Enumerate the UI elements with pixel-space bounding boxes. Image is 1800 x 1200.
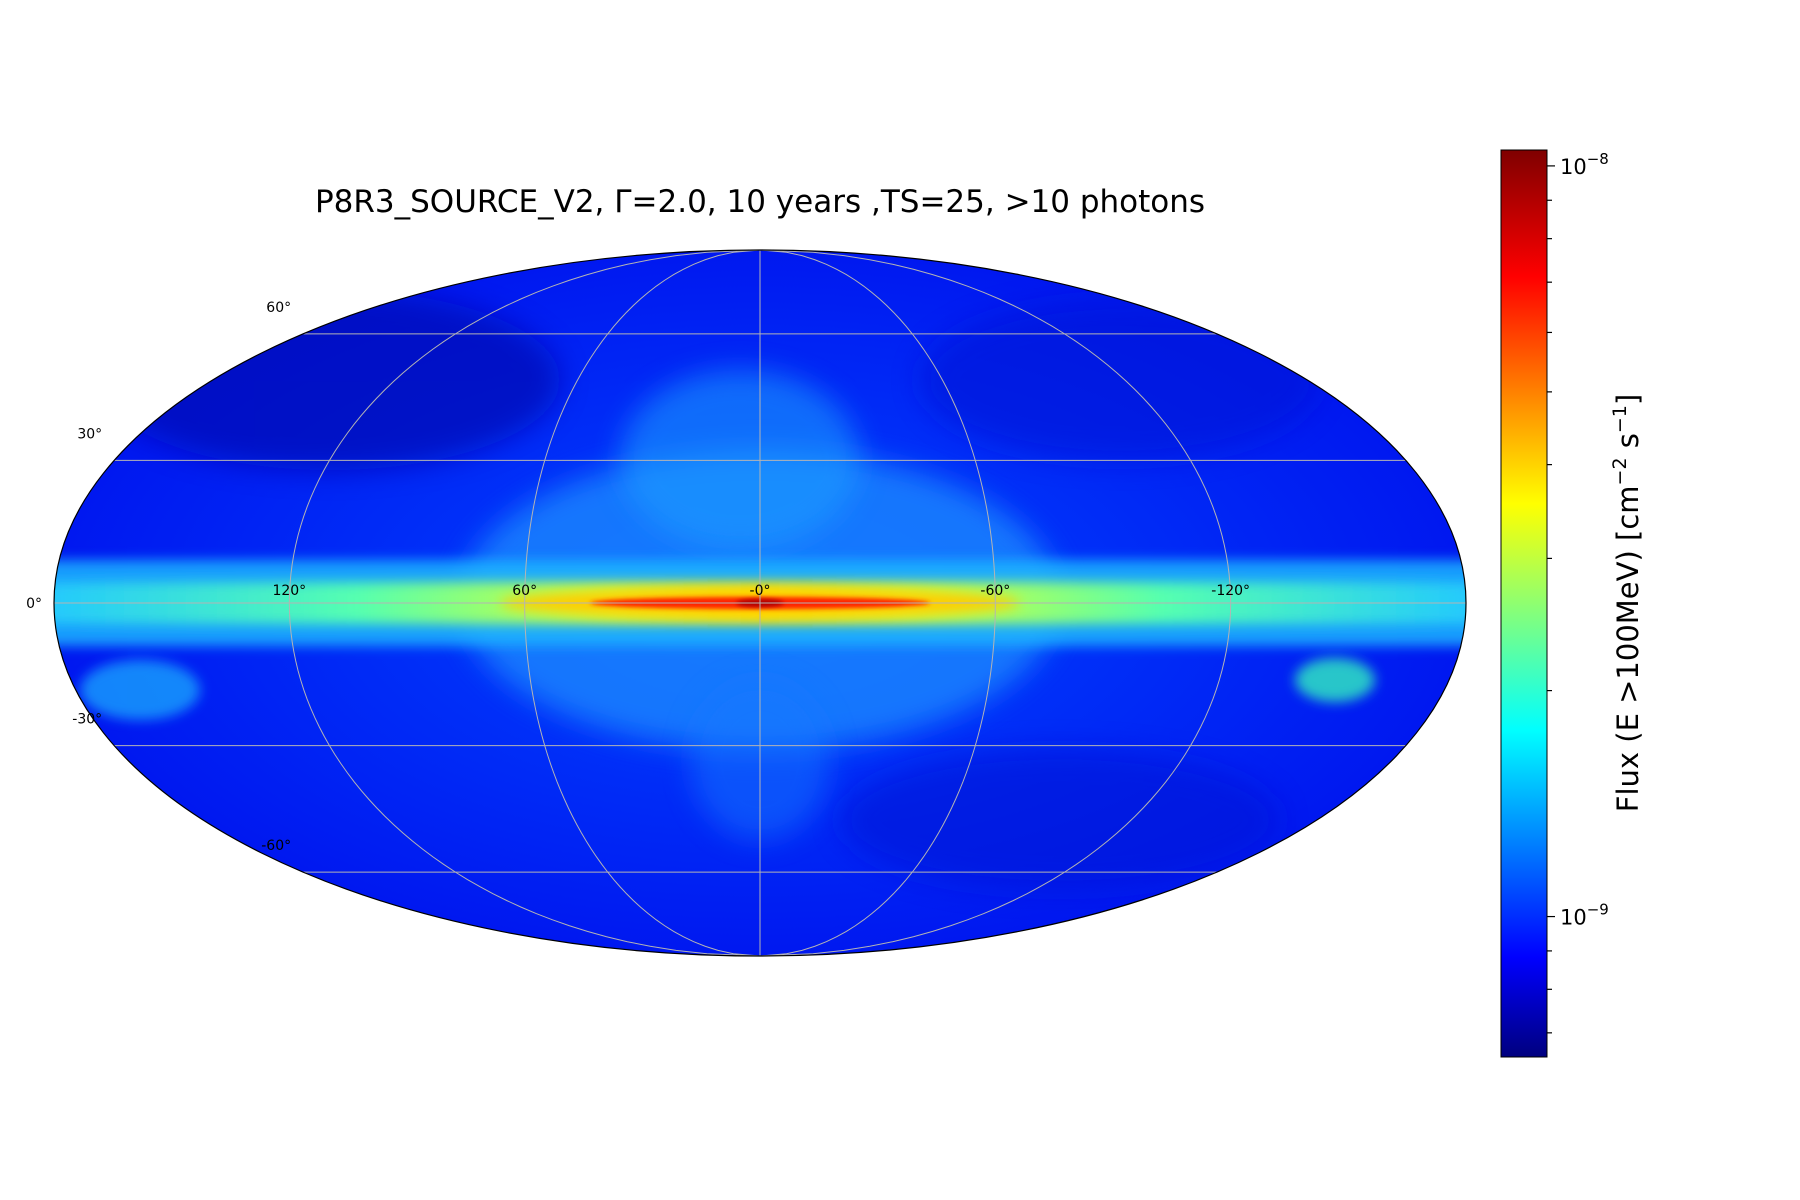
latitude-labels: 60° 30° 0° -30° -60°: [26, 300, 291, 854]
longitude-label: 60°: [512, 583, 537, 599]
colorbar-tick-exponent: −9: [1587, 901, 1609, 919]
colorbar-tick-base: 10: [1560, 155, 1587, 179]
latitude-label: 60°: [266, 300, 291, 316]
dark-region-south: [840, 750, 1280, 890]
meridian-line: [759, 250, 996, 956]
colorbar-label-mid: s: [1611, 433, 1645, 457]
colorbar: 10−810−9 Flux (E >100MeV) [cm−2 s−1]: [1500, 149, 1645, 1058]
latitude-label: -60°: [261, 838, 291, 854]
colorbar-tick-label: 10−9: [1560, 901, 1609, 930]
colorbar-tick-base: 10: [1560, 906, 1587, 930]
colorbar-label-end: ]: [1611, 394, 1645, 405]
sky-map: [54, 250, 1466, 956]
colorbar-ticks: [1547, 165, 1555, 1034]
latitude-label: -30°: [72, 712, 102, 728]
longitude-labels: 120° 60° -0° -60° -120°: [272, 583, 1250, 599]
colorbar-tick-label: 10−8: [1560, 150, 1609, 179]
longitude-label: -120°: [1211, 583, 1250, 599]
colorbar-label-main: Flux (E >100MeV) [cm: [1611, 485, 1645, 812]
graticule: [54, 250, 1466, 956]
longitude-label: 120°: [272, 583, 306, 599]
colorbar-tick-labels: 10−810−9: [1560, 150, 1609, 930]
longitude-label: -60°: [980, 583, 1010, 599]
colorbar-label-exp2: −1: [1609, 405, 1631, 433]
latitude-label: 30°: [77, 426, 102, 442]
colorbar-label: Flux (E >100MeV) [cm−2 s−1]: [1609, 394, 1645, 812]
dark-region-north-west: [100, 290, 560, 470]
bright-region-south-west: [80, 660, 200, 720]
dark-region-north-east: [920, 300, 1320, 460]
bright-region-south-east: [1295, 658, 1375, 702]
colorbar-tick-exponent: −8: [1587, 150, 1609, 168]
colorbar-label-exp1: −2: [1609, 457, 1631, 485]
meridian-line: [524, 250, 761, 956]
colorbar-gradient: [1500, 149, 1548, 1058]
map-border: [53, 249, 1467, 957]
latitude-label: 0°: [26, 596, 42, 612]
meridian-line: [288, 250, 761, 956]
longitude-label: -0°: [750, 583, 771, 599]
map-title: P8R3_SOURCE_V2, Γ=2.0, 10 years ,TS=25, …: [315, 184, 1205, 220]
meridian-line: [759, 250, 1232, 956]
